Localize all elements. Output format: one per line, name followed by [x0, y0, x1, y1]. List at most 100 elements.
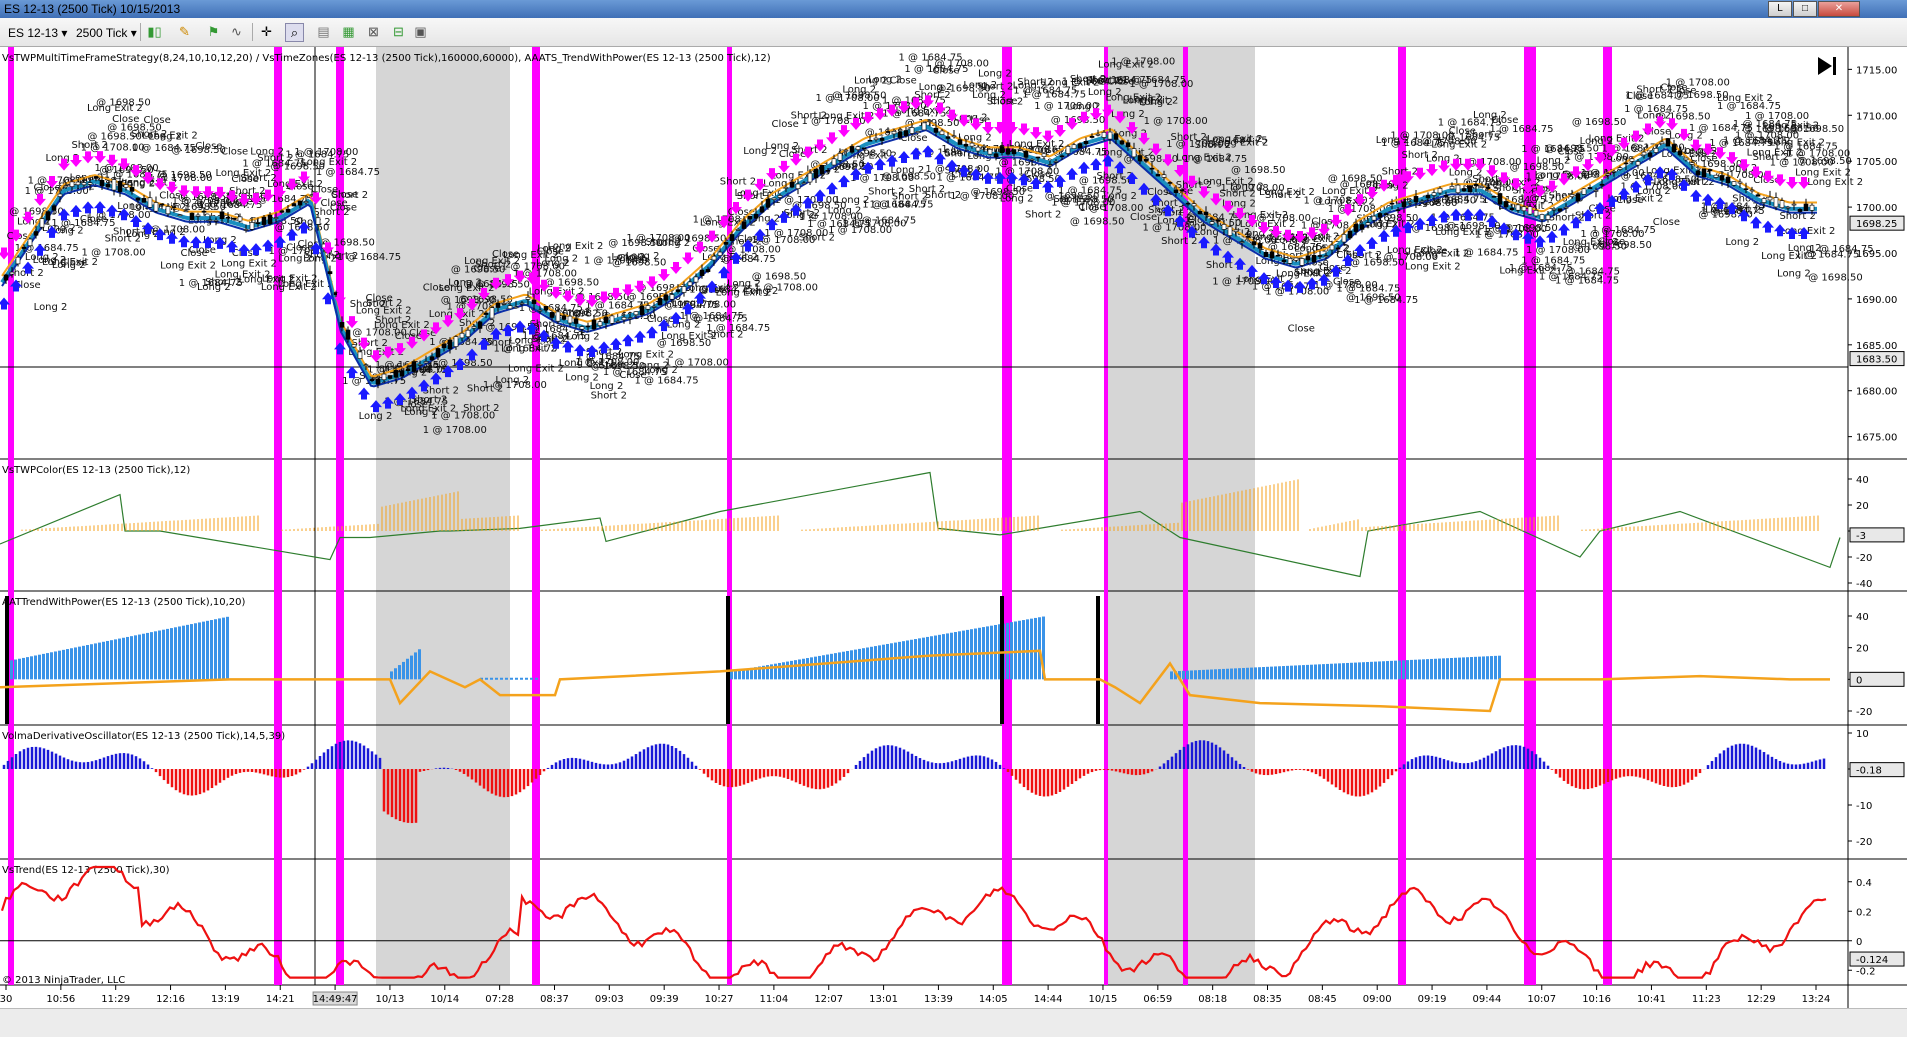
trade-label: Long 2 — [117, 201, 151, 212]
trade-label: Close — [474, 264, 501, 275]
candle-body — [1137, 155, 1143, 162]
close-button[interactable]: ✕ — [1818, 1, 1860, 17]
session-marker — [1398, 47, 1406, 985]
trade-label: Close — [618, 253, 645, 264]
candle-body — [879, 137, 885, 141]
candle-body — [1593, 190, 1599, 192]
interval-selector[interactable]: 2500 Tick ▾ — [76, 26, 137, 40]
trade-label: 1 @ 1708.00 — [1111, 56, 1175, 67]
candle-body — [279, 210, 285, 213]
trend-start-marker — [726, 596, 730, 724]
sell-arrow — [730, 202, 742, 215]
trade-label: Long 2 — [1230, 182, 1264, 193]
trade-label: @ 1698.50 — [591, 361, 646, 372]
session-marker — [8, 47, 14, 985]
trade-label: 1 @ 1684.75 — [1354, 295, 1418, 306]
trade-label: Long Exit 2 — [1435, 227, 1491, 238]
strategy-icon[interactable]: ⚑ — [207, 24, 220, 39]
buy-arrow — [718, 266, 730, 279]
power-bar — [1366, 662, 1369, 680]
candle-body — [981, 145, 987, 148]
candle-body — [669, 294, 675, 300]
trade-label: Long 2 — [1610, 153, 1644, 164]
candle-body — [741, 221, 747, 229]
buy-arrow — [958, 164, 970, 177]
window-icon[interactable]: ▣ — [414, 24, 427, 39]
zoom-icon[interactable]: ⌕ — [285, 23, 304, 42]
trade-label: Long Exit 2 — [1607, 194, 1663, 205]
power-bar — [1318, 664, 1321, 680]
data-box-icon[interactable]: ▦ — [342, 24, 355, 39]
trade-label: Short 2 — [914, 90, 950, 101]
trade-label: 1 @ 1708.00 — [172, 196, 236, 207]
drawing-pencil-icon[interactable]: ✎ — [179, 24, 190, 39]
buy-arrow — [562, 340, 574, 353]
chart-area[interactable]: Short 2 Close @ 1698.50 1 @ 1684.75 Close Lon… — [0, 47, 1907, 1008]
indicator-icon[interactable]: ∿ — [231, 24, 242, 39]
trade-label: Close — [889, 75, 916, 86]
candle-body — [1689, 162, 1695, 165]
bar-type-icon[interactable]: ▮▯ — [147, 24, 162, 39]
power-dot — [500, 677, 503, 680]
sell-arrow — [1558, 173, 1570, 186]
axis-tick-label: 1695.00 — [1856, 249, 1897, 260]
copyright-text: © 2013 NinjaTrader, LLC — [2, 975, 125, 986]
buy-arrow — [1618, 187, 1630, 200]
restore-button[interactable]: □ — [1793, 1, 1817, 17]
trade-label: Long 2 — [1725, 237, 1759, 248]
candle-body — [753, 213, 759, 219]
power-bar — [1010, 622, 1013, 680]
buy-arrow — [826, 182, 838, 195]
power-bar — [1382, 661, 1385, 680]
trade-label: @ 1698.50 — [672, 234, 727, 245]
panel-title: AATTrendWithPower(ES 12-13 (2500 Tick),1… — [2, 597, 246, 608]
chart-trader-icon[interactable]: ⊠ — [368, 24, 379, 39]
minimize-button[interactable]: L — [1768, 1, 1792, 17]
trade-label: 1 @ 1684.75 — [1436, 132, 1500, 143]
buy-arrow — [1774, 224, 1786, 237]
candle-body — [1071, 144, 1077, 149]
candle-body — [711, 255, 717, 261]
candle-body — [1749, 189, 1755, 192]
sell-arrow — [658, 269, 670, 282]
candle-body — [15, 256, 21, 265]
candle-body — [159, 203, 165, 206]
buy-arrow — [1090, 158, 1102, 171]
candle-body — [525, 296, 531, 300]
properties-icon[interactable]: ▤ — [317, 24, 330, 39]
buy-arrow — [1222, 250, 1234, 263]
ma-line-teal — [0, 124, 1817, 385]
trade-label: Short 2 — [257, 153, 293, 164]
buy-arrow — [862, 161, 874, 174]
template-icon[interactable]: ⊟ — [393, 24, 404, 39]
trade-label: Long Exit 2 — [841, 150, 897, 161]
sell-arrow — [1474, 158, 1486, 171]
trade-label: 1 @ 1708.00 — [828, 225, 892, 236]
crosshair-icon[interactable]: ✛ — [261, 24, 272, 39]
trade-label: 1 @ 1708.00 — [1301, 220, 1365, 231]
trade-label: Short 2 — [350, 299, 386, 310]
sell-arrow — [1570, 166, 1582, 179]
trade-label: Close — [401, 399, 428, 410]
trade-label: 1 @ 1684.75 — [689, 284, 753, 295]
candle-body — [1533, 210, 1539, 217]
trade-label: Long Exit 2 — [1387, 245, 1443, 256]
candle-body — [999, 146, 1005, 153]
buy-arrow — [1630, 180, 1642, 193]
candle-body — [1053, 161, 1059, 163]
candle-body — [1683, 157, 1689, 161]
trade-label: Long 2 — [743, 146, 777, 157]
power-bar — [414, 652, 417, 680]
trade-label: Close — [60, 257, 87, 268]
power-bar — [34, 655, 37, 680]
trade-label: @ 1698.50 — [1572, 117, 1627, 128]
instrument-selector[interactable]: ES 12-13 ▾ — [8, 26, 68, 40]
trade-label: Long Exit 2 — [1098, 60, 1154, 71]
trade-label: 1 @ 1684.75 — [1509, 263, 1573, 274]
trade-label: @ 1698.50 — [271, 161, 326, 172]
candle-body — [1263, 252, 1269, 257]
buy-arrow — [1282, 279, 1294, 292]
trade-label: @ 1698.50 — [999, 157, 1054, 168]
trade-label: Short 2 — [1753, 152, 1789, 163]
power-bar — [1378, 661, 1381, 680]
